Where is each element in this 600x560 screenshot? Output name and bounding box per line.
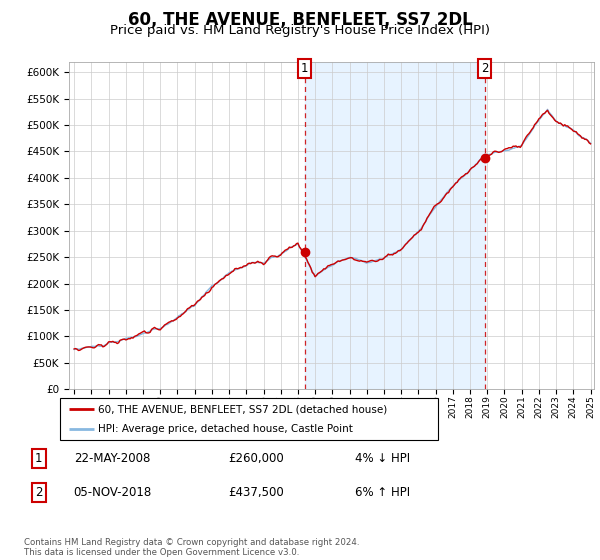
Text: 60, THE AVENUE, BENFLEET, SS7 2DL: 60, THE AVENUE, BENFLEET, SS7 2DL — [128, 11, 472, 29]
Text: 2: 2 — [35, 486, 43, 499]
Text: Price paid vs. HM Land Registry's House Price Index (HPI): Price paid vs. HM Land Registry's House … — [110, 24, 490, 36]
Text: HPI: Average price, detached house, Castle Point: HPI: Average price, detached house, Cast… — [98, 424, 353, 434]
Text: £260,000: £260,000 — [228, 452, 284, 465]
Text: £437,500: £437,500 — [228, 486, 284, 499]
Text: Contains HM Land Registry data © Crown copyright and database right 2024.
This d: Contains HM Land Registry data © Crown c… — [24, 538, 359, 557]
Text: 6% ↑ HPI: 6% ↑ HPI — [355, 486, 410, 499]
Text: 60, THE AVENUE, BENFLEET, SS7 2DL (detached house): 60, THE AVENUE, BENFLEET, SS7 2DL (detac… — [98, 404, 387, 414]
Text: 4% ↓ HPI: 4% ↓ HPI — [355, 452, 410, 465]
Text: 22-MAY-2008: 22-MAY-2008 — [74, 452, 150, 465]
Text: 1: 1 — [35, 452, 43, 465]
Text: 2: 2 — [481, 62, 488, 74]
Text: 1: 1 — [301, 62, 308, 74]
Text: 05-NOV-2018: 05-NOV-2018 — [74, 486, 152, 499]
